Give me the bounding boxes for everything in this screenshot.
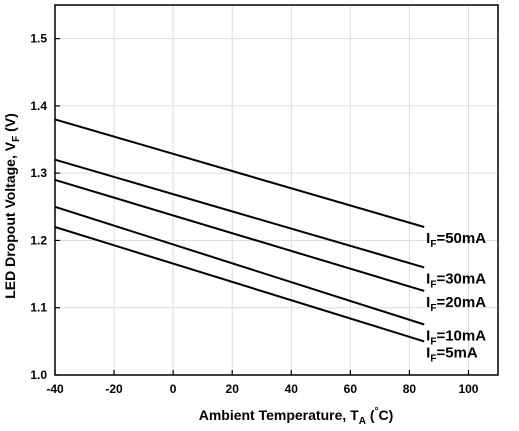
series-label-value: =50mA (436, 230, 486, 247)
x-tick-label: -40 (46, 382, 64, 396)
series-label-subscript: F (430, 303, 436, 314)
series-label: IF=10mA (426, 328, 486, 348)
series-label-subscript: F (430, 239, 436, 250)
series-label: IF=5mA (426, 344, 478, 364)
tick-marks (54, 38, 470, 376)
series-label-subscript: F (430, 279, 436, 290)
series-label-main: I (426, 270, 430, 287)
series-label-main: I (426, 328, 430, 345)
plot-frame (54, 4, 499, 376)
x-axis-label-unit-open: ( (366, 407, 375, 423)
series-line-20ma (54, 178, 425, 292)
y-axis-label: LED Dropout Voltage, VF (V) (2, 113, 22, 299)
x-axis-label-subscript: A (359, 416, 366, 427)
series-label-subscript: F (430, 337, 436, 348)
y-tick-labels: 1.0 1.1 1.2 1.3 1.4 1.5 (30, 32, 47, 382)
series-label-main: I (426, 344, 430, 361)
y-tick-label: 1.1 (30, 301, 47, 315)
grid (55, 5, 498, 375)
series-line-50ma (54, 118, 425, 228)
x-axis-label: Ambient Temperature, TA (°C) (199, 406, 394, 427)
x-axis-label-main: Ambient Temperature, T (199, 407, 359, 423)
x-axis-label-degree: ° (375, 406, 379, 417)
series-line-10ma (54, 205, 425, 326)
series-label-value: =20mA (436, 294, 486, 311)
y-tick-label: 1.4 (30, 99, 47, 113)
series-label: IF=50mA (426, 230, 486, 250)
series-label-main: I (426, 294, 430, 311)
x-tick-label: 60 (344, 382, 358, 396)
x-tick-label: 40 (285, 382, 299, 396)
y-tick-label: 1.5 (30, 32, 47, 46)
x-tick-label: 100 (458, 382, 478, 396)
series-label: IF=20mA (426, 294, 486, 314)
series-label-value: =10mA (436, 328, 486, 345)
y-tick-label: 1.2 (30, 233, 47, 247)
series-label-value: =5mA (436, 344, 477, 361)
y-tick-label: 1.3 (30, 166, 47, 180)
series-label-subscript: F (430, 353, 436, 364)
y-tick-label: 1.0 (30, 368, 47, 382)
series-label-main: I (426, 230, 430, 247)
x-axis-label-unit-close: C) (379, 407, 394, 423)
series-lines (54, 118, 425, 343)
x-tick-labels: -40 -20 0 20 40 60 80 100 (46, 382, 478, 396)
y-axis-label-subscript: F (11, 136, 22, 142)
series-label-value: =30mA (436, 270, 486, 287)
x-tick-label: 80 (403, 382, 417, 396)
y-axis-label-main: LED Dropout Voltage, V (2, 141, 18, 299)
x-tick-label: 0 (170, 382, 177, 396)
x-tick-label: -20 (105, 382, 123, 396)
y-axis-label-unit: (V) (2, 113, 18, 136)
series-line-30ma (54, 158, 425, 269)
series-label: IF=30mA (426, 270, 486, 290)
x-tick-label: 20 (226, 382, 240, 396)
series-line-5ma (54, 226, 425, 343)
